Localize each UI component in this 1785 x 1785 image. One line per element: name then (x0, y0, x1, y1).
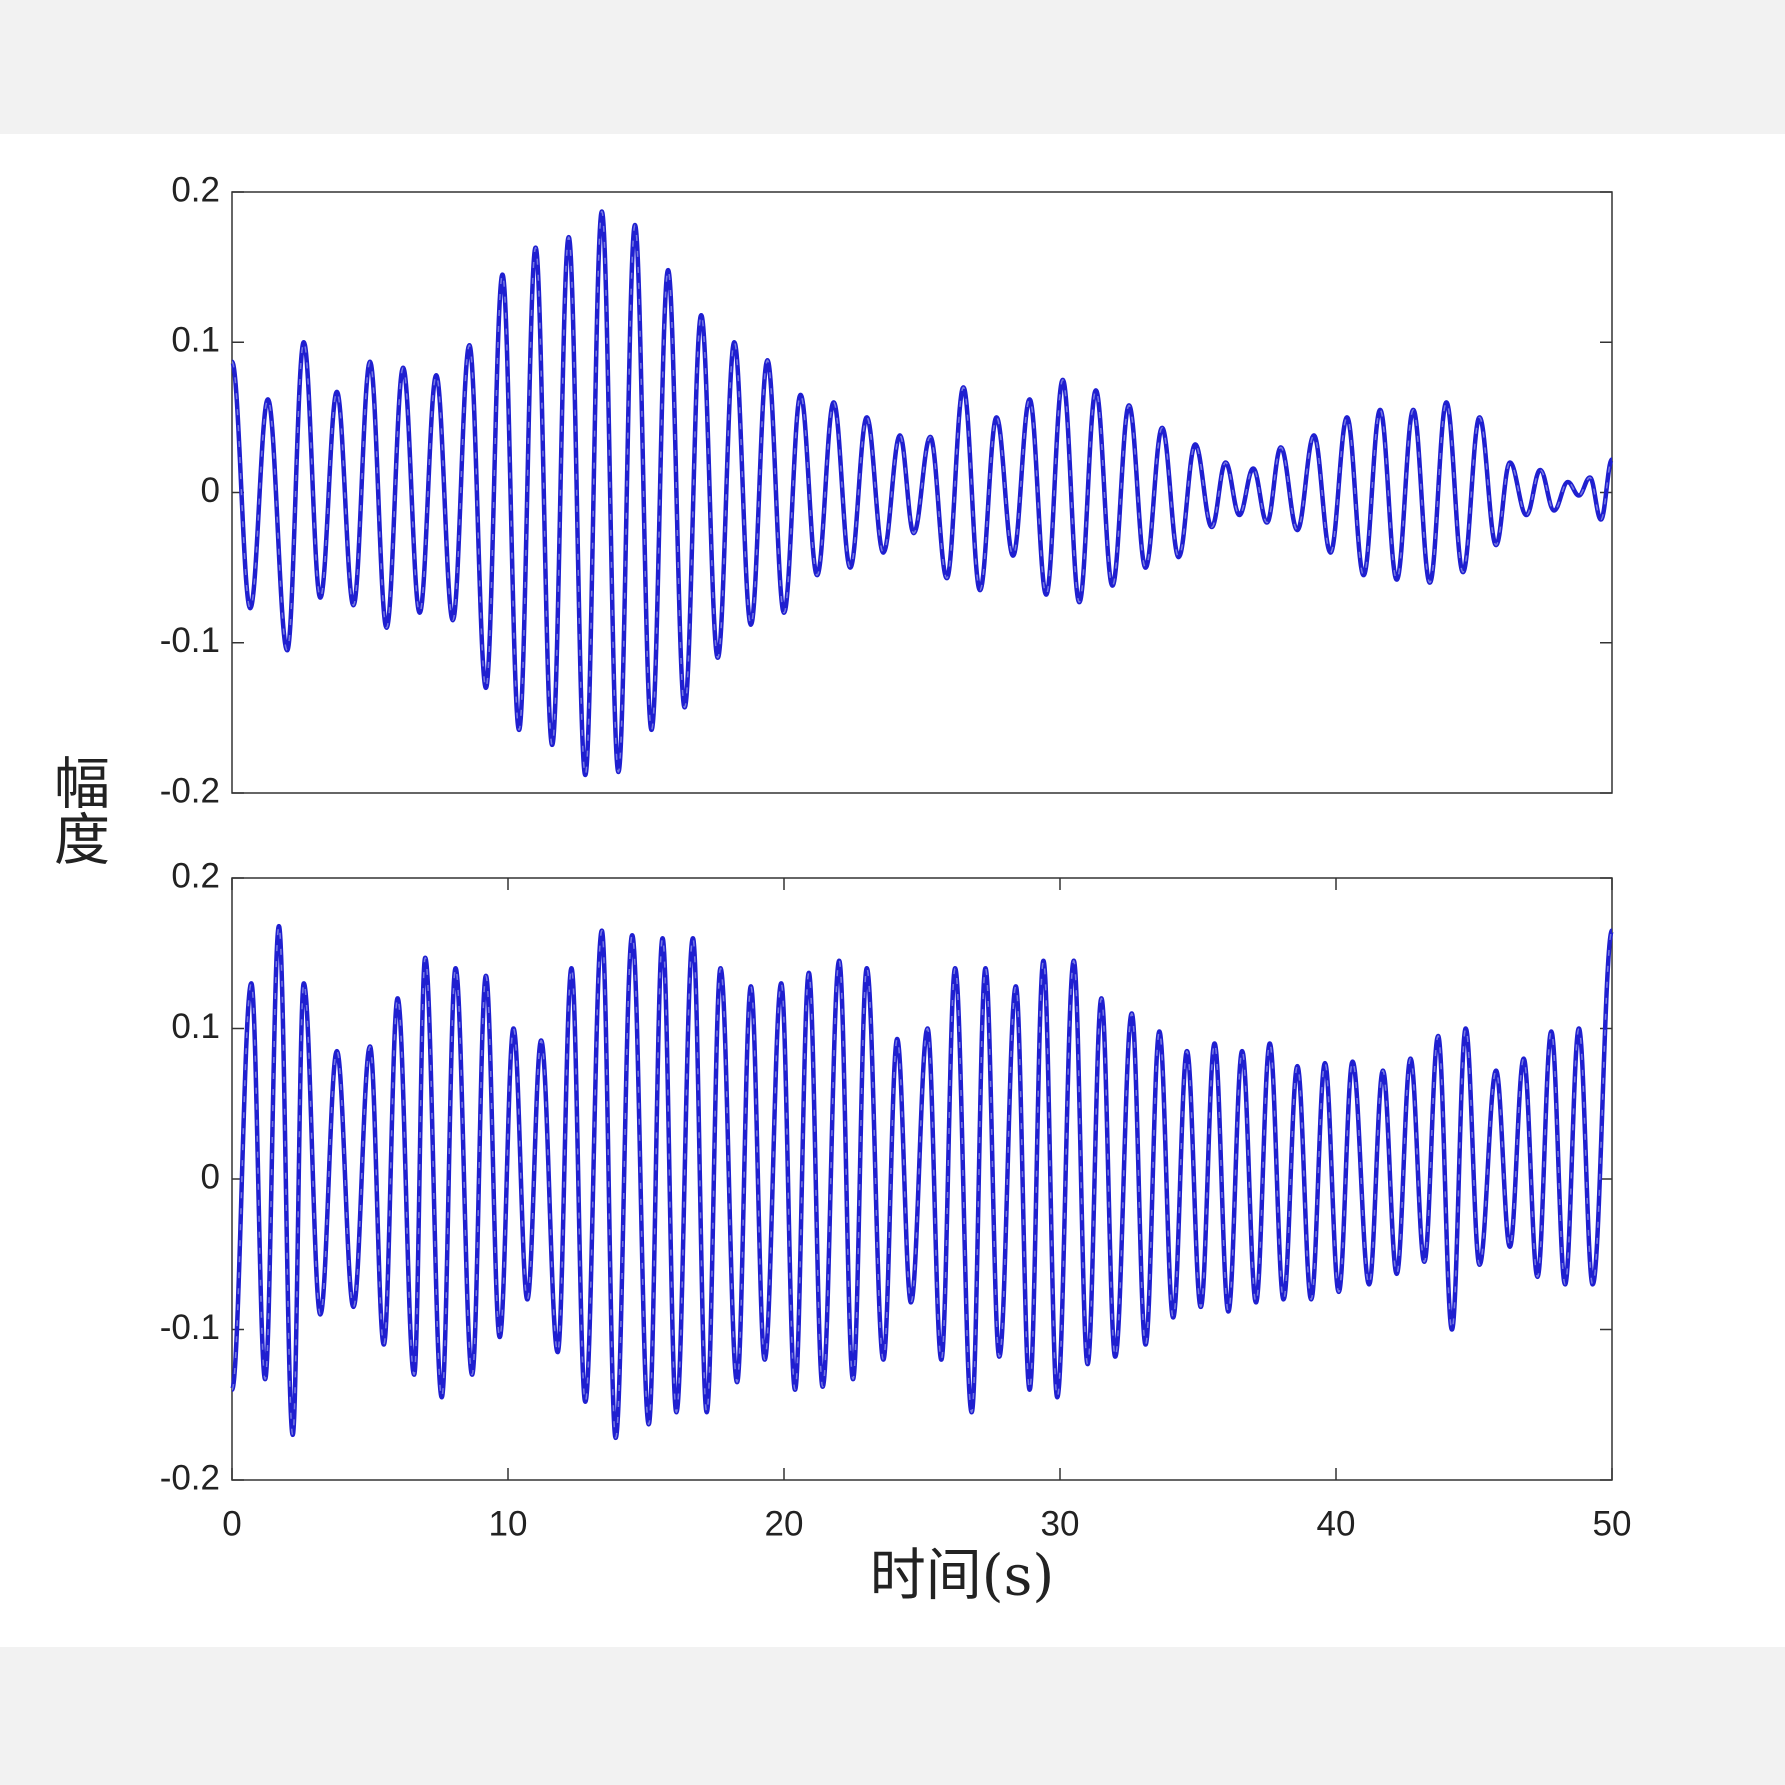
y-tick-label: -0.2 (160, 771, 220, 810)
bottom-band (0, 1647, 1785, 1785)
y-tick-label: -0.1 (160, 621, 220, 660)
x-tick-label: 20 (765, 1504, 804, 1543)
y-tick-label: 0.2 (171, 170, 220, 209)
y-tick-label: 0 (201, 471, 220, 510)
x-tick-label: 40 (1317, 1504, 1356, 1543)
y-tick-label: 0.2 (171, 856, 220, 895)
signal-highlight (231, 210, 1613, 776)
y-tick-label: -0.1 (160, 1308, 220, 1347)
signal-line (229, 923, 1615, 1441)
x-tick-label: 10 (489, 1504, 528, 1543)
y-tick-label: -0.2 (160, 1458, 220, 1497)
top-band (0, 0, 1785, 134)
y-tick-label: 0 (201, 1157, 220, 1196)
x-axis-label: 时间(s) (870, 1544, 1054, 1609)
x-tick-label: 50 (1593, 1504, 1632, 1543)
y-axis-label: 幅度 (45, 754, 110, 866)
signal-highlight (231, 925, 1613, 1439)
x-tick-label: 30 (1041, 1504, 1080, 1543)
y-tick-label: 0.1 (171, 1007, 220, 1046)
signal-line (229, 209, 1615, 778)
x-tick-label: 0 (222, 1504, 241, 1543)
y-tick-label: 0.1 (171, 321, 220, 360)
